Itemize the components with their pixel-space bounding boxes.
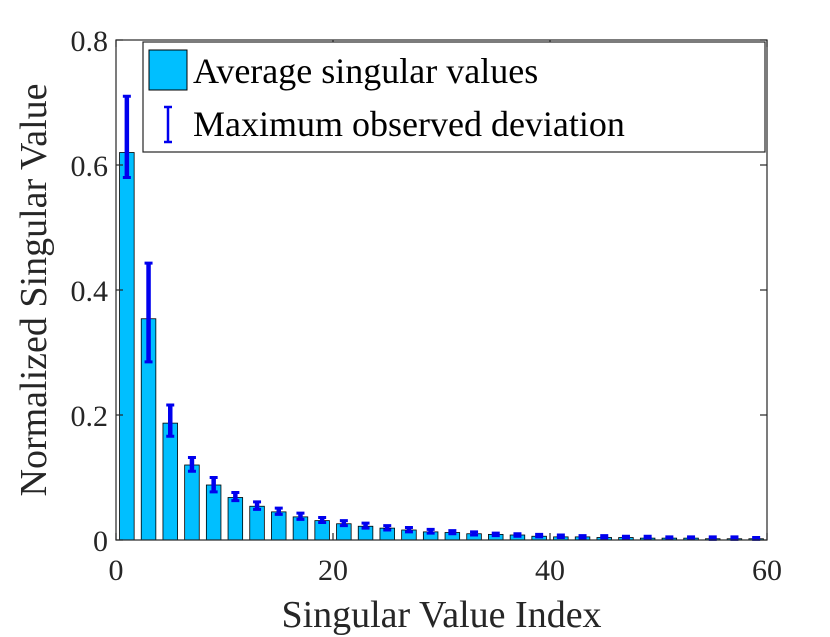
legend-box [142,41,766,153]
errorbar-59 [752,536,761,541]
x-axis-title: Singular Value Index [281,594,601,636]
errorbar-33 [470,530,479,537]
errorbar-31 [448,529,457,536]
y-axis-title: Normalized Singular Value [13,84,55,497]
errorbar-21 [339,519,348,528]
x-tick-label-20: 20 [318,554,348,587]
errorbar-5 [166,403,175,438]
errorbar-55 [708,535,717,541]
legend-swatch-errorbar [164,105,172,144]
errorbar-15 [274,506,283,516]
errorbar-17 [296,511,305,521]
errorbar-49 [643,534,652,541]
errorbar-57 [730,535,739,541]
legend-swatch-bar [148,49,188,91]
errorbar-11 [231,491,240,503]
errorbar-39 [535,532,544,539]
errorbar-41 [556,533,565,539]
legend-label-average: Average singular values [193,51,538,91]
y-tick-label-0: 0 [93,525,108,558]
bar-7 [184,464,200,541]
errorbar-45 [600,534,609,540]
x-tick-label-60: 60 [752,554,782,587]
y-tick-label-0.6: 0.6 [71,150,109,183]
errorbar-53 [687,535,696,541]
bar-5 [162,422,178,541]
errorbar-27 [404,526,413,534]
bar-11 [227,497,244,541]
y-axis-ticks: 0 0.2 0.4 0.6 0.8 [71,25,767,558]
y-tick-label-0.8: 0.8 [71,25,109,58]
bar-15 [271,511,287,541]
errorbar-9 [209,476,218,494]
errorbar-37 [513,532,522,538]
errorbar-35 [491,531,500,538]
y-tick-label-0.2: 0.2 [71,400,109,433]
errorbar-51 [665,535,674,541]
errorbar-3 [144,261,153,364]
bar-13 [249,505,265,541]
x-tick-label-40: 40 [535,554,565,587]
errorbar-29 [426,527,435,535]
errorbar-19 [318,516,327,524]
errorbar-1 [122,94,131,179]
errorbar-25 [383,524,392,532]
errorbar-7 [187,456,196,473]
legend: Average singular values Maximum observed… [142,41,766,153]
x-tick-label-0: 0 [109,554,124,587]
errorbars-group [122,94,761,541]
x-axis-ticks: 0 20 40 60 [109,40,782,587]
errorbar-23 [361,521,370,530]
bar-1 [119,152,135,541]
legend-label-deviation: Maximum observed deviation [193,104,625,144]
errorbar-13 [253,500,262,511]
y-tick-label-0.4: 0.4 [71,275,109,308]
errorbar-47 [621,534,630,540]
bars-group [119,152,764,541]
errorbar-43 [578,534,587,540]
